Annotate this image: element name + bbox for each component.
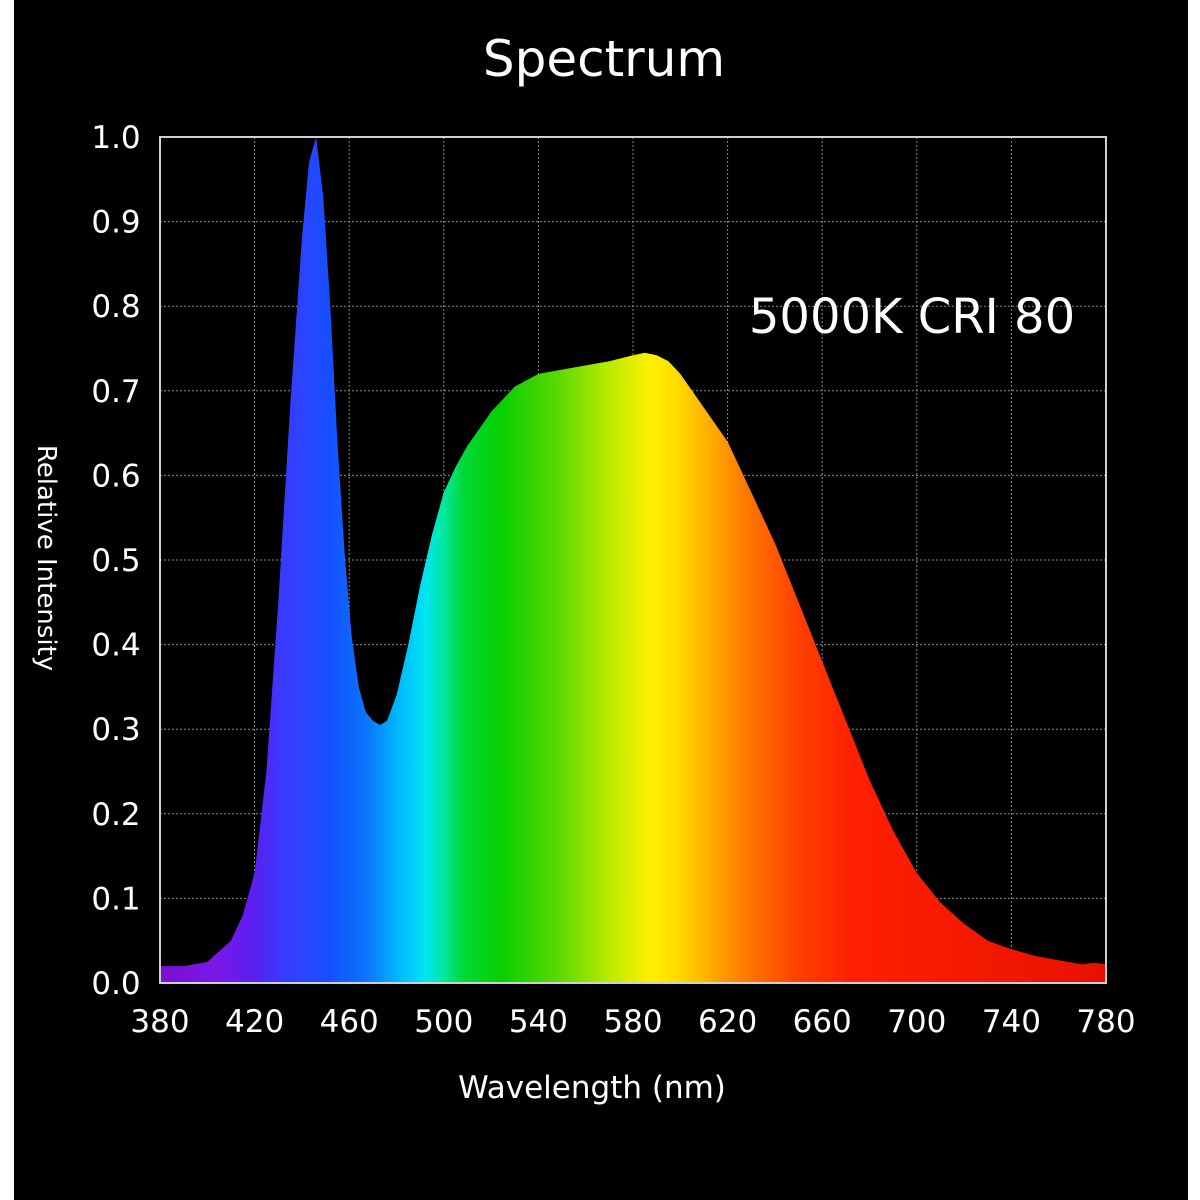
y-tick-label: 0.3 (91, 712, 140, 748)
y-tick-label: 0.5 (91, 543, 140, 579)
chart-annotation: 5000K CRI 80 (749, 289, 1075, 345)
x-tick-label: 500 (414, 1004, 473, 1040)
y-tick-label: 0.7 (91, 374, 140, 410)
x-tick-label: 780 (1076, 1004, 1135, 1040)
y-tick-labels: 0.0 0.1 0.2 0.3 0.4 0.5 0.6 0.7 0.8 0.9 1.0 (91, 120, 140, 1002)
x-tick-label: 620 (698, 1004, 757, 1040)
chart-title: Spectrum (483, 30, 725, 88)
x-tick-label: 660 (793, 1004, 852, 1040)
y-tick-label: 0.6 (91, 458, 140, 494)
y-tick-label: 0.2 (91, 797, 140, 833)
x-axis-label: Wavelength (nm) (458, 1070, 726, 1106)
x-tick-label: 420 (225, 1004, 284, 1040)
x-tick-label: 460 (320, 1004, 379, 1040)
y-tick-label: 0.4 (91, 628, 140, 664)
x-tick-label: 740 (982, 1004, 1041, 1040)
plot-frame (159, 136, 1107, 984)
x-tick-label: 540 (509, 1004, 568, 1040)
x-tick-label: 700 (887, 1004, 946, 1040)
x-tick-label: 380 (130, 1004, 189, 1040)
y-axis-label: Relative Intensity (31, 445, 61, 671)
x-tick-label: 580 (603, 1004, 662, 1040)
y-tick-label: 1.0 (91, 120, 140, 156)
y-tick-label: 0.9 (91, 205, 140, 241)
spectrum-area (160, 137, 1106, 983)
x-tick-labels: 380 420 460 500 540 580 620 660 700 740 780 (130, 1004, 1135, 1040)
y-tick-label: 0.1 (91, 881, 140, 917)
y-tick-label: 0.0 (91, 966, 140, 1002)
y-tick-label: 0.8 (91, 289, 140, 325)
